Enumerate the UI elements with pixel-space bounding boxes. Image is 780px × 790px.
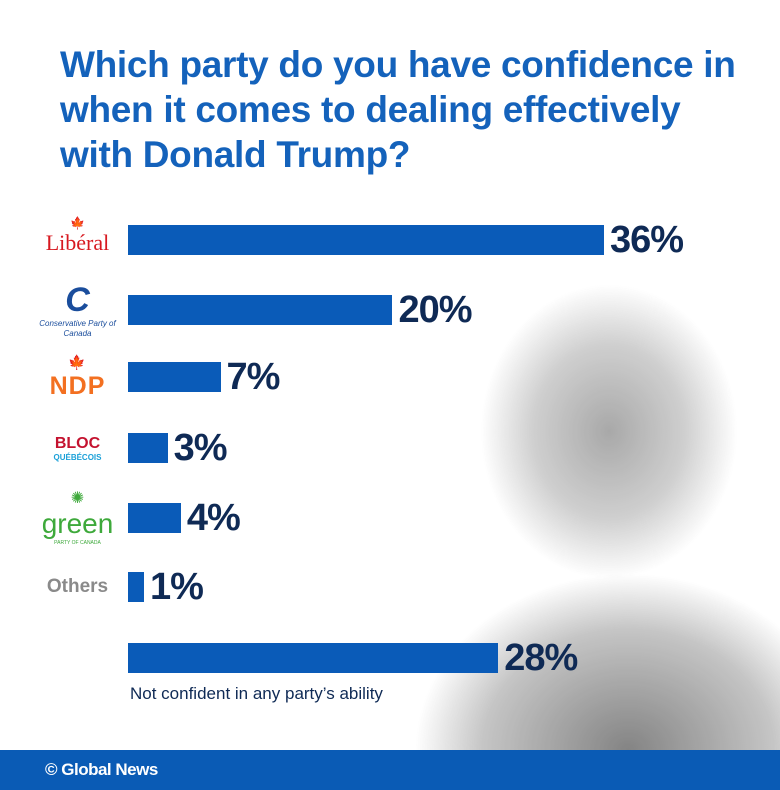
row-ndp: 🍁 NDP 7% [0,354,760,400]
bloc-logo: BLOC QUÉBÉCOIS [30,428,125,468]
maple-leaf-icon: 🍁 [70,216,85,230]
footer: © Global News [0,750,780,790]
bar [128,643,499,673]
chart-title: Which party do you have confidence in wh… [60,44,736,175]
bar [128,362,221,392]
value-label: 3% [173,427,228,469]
conservative-logo: C Conservative Party of Canada [30,279,125,341]
bloc-logo-text: BLOC [54,434,101,452]
liberal-logo: 🍁 Libéral [30,211,125,261]
row-bloc: BLOC QUÉBÉCOIS 3% [0,428,760,468]
value-label: 1% [150,566,204,608]
value-label: 36% [610,219,684,261]
others-label: Others [46,576,109,597]
bloc-logo-subtext: QUÉBÉCOIS [53,452,102,462]
row-liberal: 🍁 Libéral 36% [0,216,760,260]
not-confident-label: Not confident in any party’s ability [130,684,383,703]
bar [128,295,393,325]
row-others: Others 1% [0,567,760,607]
flower-icon: ✺ [70,490,85,507]
value-label: 4% [186,497,241,539]
value-label: 20% [398,289,472,331]
green-logo: ✺ green PARTY OF CANADA [30,487,125,549]
conservative-c-icon: C [65,281,90,319]
liberal-logo-text: Libéral [45,230,110,255]
conservative-logo-text: Conservative Party of Canada [39,319,116,338]
bar [128,433,168,463]
copyright-global-news: © Global News [45,760,158,779]
ndp-logo: 🍁 NDP [30,346,125,408]
maple-leaf-icon: 🍁 [68,354,87,370]
row-not-confident: 28% [0,638,760,678]
bar [128,572,144,602]
ndp-logo-text: NDP [49,372,106,400]
value-label: 28% [504,637,578,679]
row-conservative: C Conservative Party of Canada 20% [0,281,760,338]
green-logo-subtext: PARTY OF CANADA [54,540,101,546]
bar [128,503,181,533]
bar [128,225,604,255]
green-logo-text: green [41,508,114,539]
row-green: ✺ green PARTY OF CANADA 4% [0,490,760,546]
value-label: 7% [226,356,281,398]
